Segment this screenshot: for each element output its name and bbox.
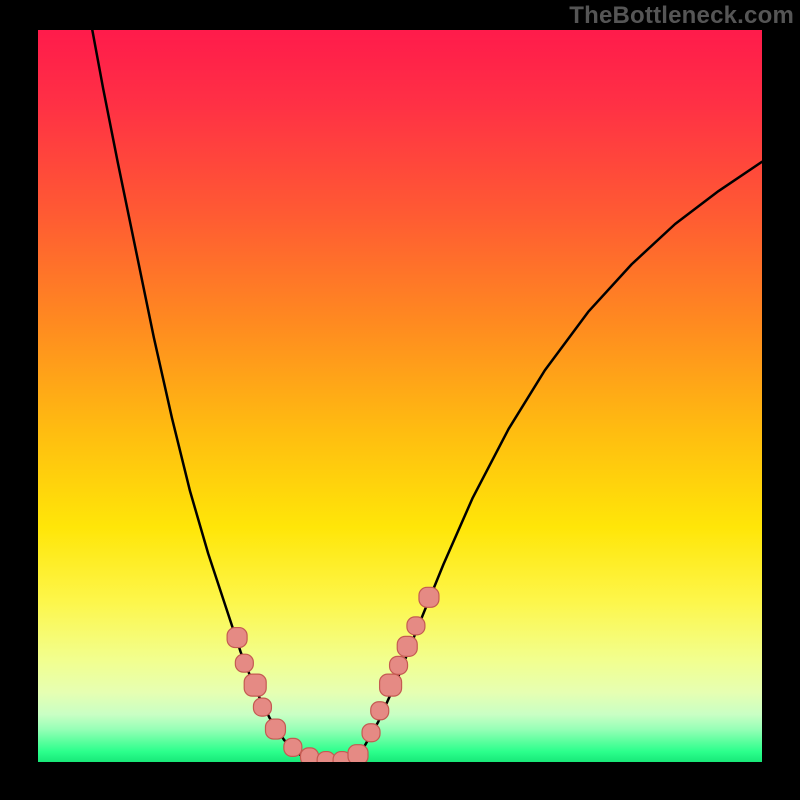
data-marker [317, 752, 335, 762]
watermark-text: TheBottleneck.com [569, 2, 794, 30]
data-marker [253, 698, 271, 716]
data-marker [265, 719, 285, 739]
data-marker [419, 587, 439, 607]
data-marker [301, 748, 319, 762]
data-marker [284, 738, 302, 756]
data-marker [227, 628, 247, 648]
data-marker [235, 654, 253, 672]
data-marker [371, 702, 389, 720]
data-marker [362, 724, 380, 742]
data-marker [390, 656, 408, 674]
plot-svg [38, 30, 762, 762]
data-marker [348, 745, 368, 762]
data-marker [397, 636, 417, 656]
data-marker [407, 617, 425, 635]
figure-root: TheBottleneck.com [0, 0, 800, 800]
data-marker [244, 674, 266, 696]
data-marker [380, 674, 402, 696]
plot-area [38, 30, 762, 762]
